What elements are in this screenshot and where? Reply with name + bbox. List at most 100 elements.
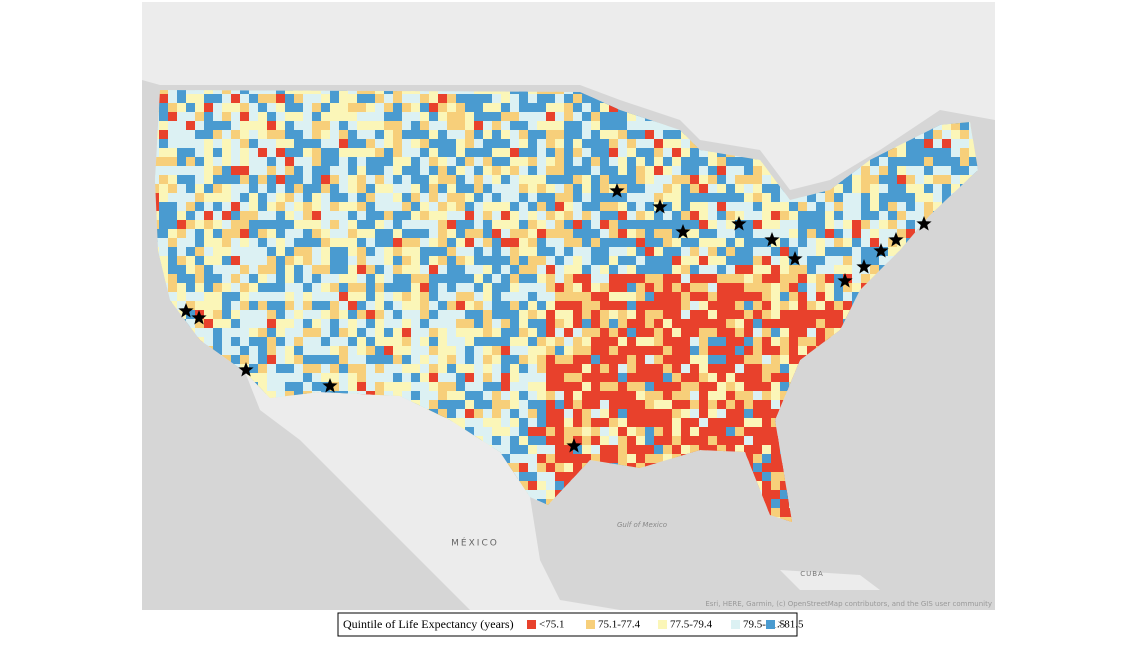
county-cell — [474, 274, 483, 283]
county-cell — [303, 139, 312, 148]
county-cell — [573, 427, 582, 436]
county-cell — [393, 247, 402, 256]
county-cell — [159, 121, 168, 130]
county-cell — [195, 256, 204, 265]
county-cell — [753, 265, 762, 274]
county-cell — [285, 373, 294, 382]
county-cell — [393, 346, 402, 355]
county-cell — [384, 211, 393, 220]
county-cell — [222, 121, 231, 130]
county-cell — [195, 184, 204, 193]
county-cell — [420, 373, 429, 382]
county-cell — [636, 400, 645, 409]
county-cell — [483, 211, 492, 220]
county-cell — [618, 220, 627, 229]
county-cell — [555, 436, 564, 445]
county-cell — [888, 229, 897, 238]
county-cell — [771, 220, 780, 229]
county-cell — [438, 301, 447, 310]
county-cell — [969, 166, 978, 175]
county-cell — [429, 157, 438, 166]
county-cell — [969, 148, 978, 157]
county-cell — [726, 157, 735, 166]
county-cell — [195, 283, 204, 292]
county-cell — [672, 148, 681, 157]
county-cell — [627, 373, 636, 382]
county-cell — [330, 238, 339, 247]
county-cell — [294, 175, 303, 184]
county-cell — [303, 166, 312, 175]
county-cell — [654, 328, 663, 337]
county-cell — [366, 130, 375, 139]
county-cell — [483, 274, 492, 283]
county-cell — [258, 364, 267, 373]
county-cell — [456, 238, 465, 247]
county-cell — [348, 130, 357, 139]
county-cell — [897, 148, 906, 157]
county-cell — [798, 274, 807, 283]
county-cell — [465, 373, 474, 382]
county-cell — [357, 355, 366, 364]
county-cell — [627, 328, 636, 337]
county-cell — [645, 121, 654, 130]
county-cell — [609, 454, 618, 463]
county-cell — [582, 193, 591, 202]
county-cell — [483, 112, 492, 121]
county-cell — [420, 283, 429, 292]
county-cell — [411, 166, 420, 175]
county-cell — [168, 166, 177, 175]
county-cell — [276, 310, 285, 319]
county-cell — [231, 166, 240, 175]
county-cell — [267, 130, 276, 139]
county-cell — [573, 283, 582, 292]
county-cell — [474, 427, 483, 436]
county-cell — [456, 175, 465, 184]
county-cell — [312, 94, 321, 103]
county-cell — [348, 175, 357, 184]
county-cell — [168, 148, 177, 157]
county-cell — [744, 202, 753, 211]
county-cell — [195, 148, 204, 157]
county-cell — [528, 427, 537, 436]
county-cell — [456, 319, 465, 328]
county-cell — [555, 301, 564, 310]
county-cell — [402, 292, 411, 301]
county-cell — [456, 121, 465, 130]
county-cell — [654, 166, 663, 175]
county-cell — [267, 202, 276, 211]
county-cell — [312, 238, 321, 247]
county-cell — [627, 130, 636, 139]
county-cell — [582, 427, 591, 436]
county-cell — [384, 220, 393, 229]
county-cell — [582, 391, 591, 400]
county-cell — [447, 283, 456, 292]
county-cell — [582, 238, 591, 247]
county-cell — [501, 319, 510, 328]
county-cell — [843, 247, 852, 256]
county-cell — [240, 157, 249, 166]
county-cell — [762, 184, 771, 193]
county-cell — [546, 409, 555, 418]
county-cell — [375, 148, 384, 157]
county-cell — [294, 121, 303, 130]
county-cell — [447, 364, 456, 373]
county-cell — [753, 283, 762, 292]
county-cell — [618, 301, 627, 310]
county-cell — [177, 283, 186, 292]
legend-label: 77.5-79.4 — [670, 619, 713, 631]
county-cell — [294, 373, 303, 382]
county-cell — [735, 337, 744, 346]
county-cell — [402, 184, 411, 193]
county-cell — [375, 301, 384, 310]
county-cell — [492, 238, 501, 247]
county-cell — [636, 454, 645, 463]
county-cell — [348, 319, 357, 328]
county-cell — [231, 274, 240, 283]
county-cell — [717, 436, 726, 445]
county-cell — [618, 445, 627, 454]
county-cell — [402, 175, 411, 184]
county-cell — [726, 409, 735, 418]
county-cell — [645, 274, 654, 283]
county-cell — [303, 193, 312, 202]
county-cell — [942, 166, 951, 175]
